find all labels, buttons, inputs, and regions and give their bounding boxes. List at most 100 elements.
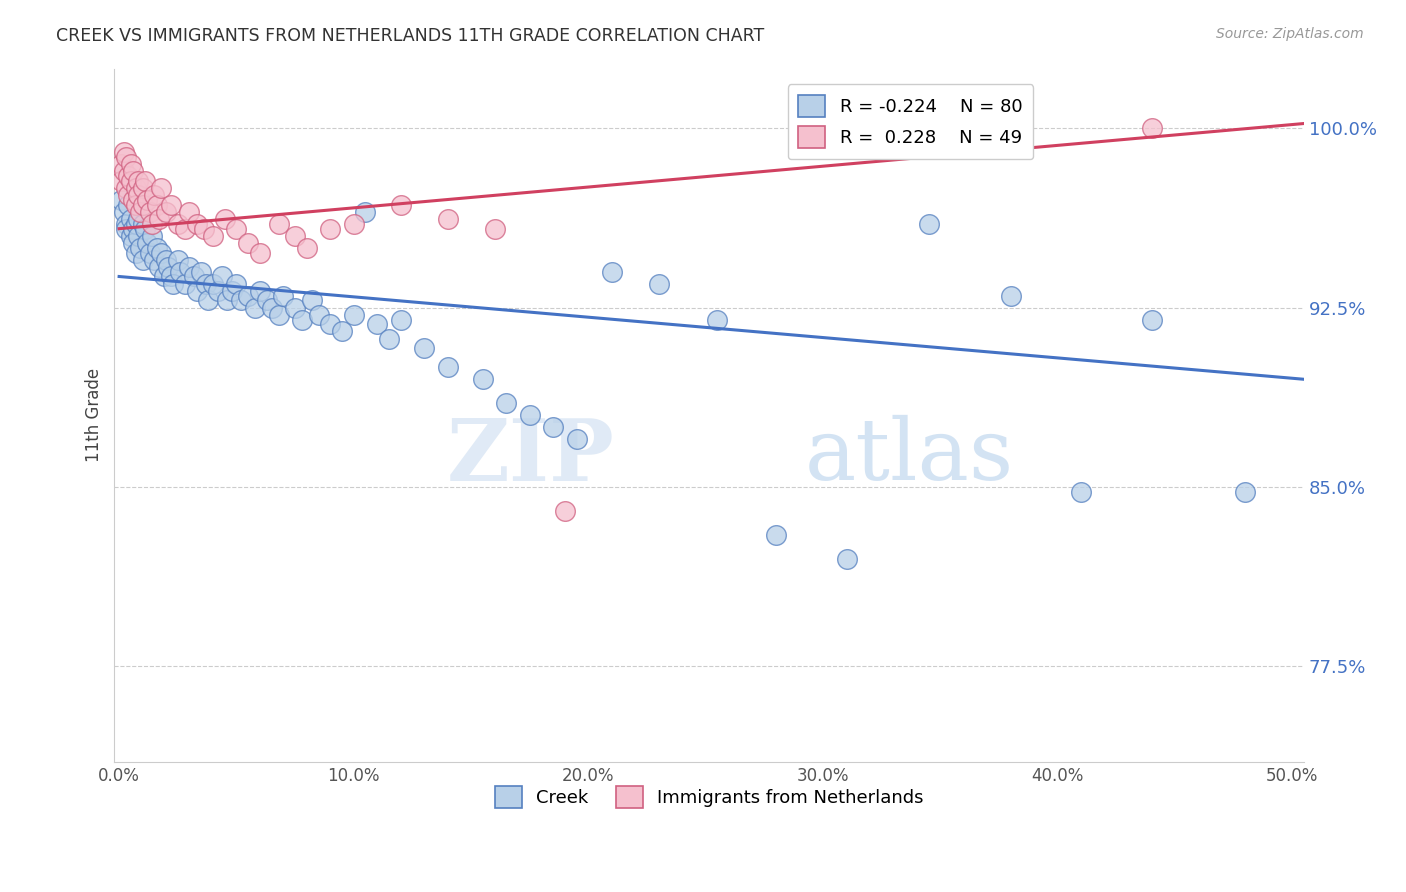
Point bbox=[143, 188, 166, 202]
Point bbox=[159, 269, 181, 284]
Point bbox=[186, 284, 208, 298]
Point bbox=[150, 245, 173, 260]
Point bbox=[1234, 484, 1257, 499]
Point bbox=[295, 241, 318, 255]
Point bbox=[190, 265, 212, 279]
Point bbox=[143, 252, 166, 267]
Point bbox=[835, 551, 858, 566]
Point bbox=[249, 284, 271, 298]
Point bbox=[124, 217, 146, 231]
Text: Source: ZipAtlas.com: Source: ZipAtlas.com bbox=[1216, 27, 1364, 41]
Point bbox=[138, 205, 160, 219]
Point bbox=[541, 420, 564, 434]
Point bbox=[129, 241, 152, 255]
Point bbox=[436, 360, 458, 375]
Point bbox=[148, 260, 170, 274]
Point bbox=[495, 396, 517, 410]
Point bbox=[173, 221, 195, 235]
Point bbox=[148, 212, 170, 227]
Point bbox=[127, 228, 149, 243]
Point bbox=[211, 269, 233, 284]
Point bbox=[193, 221, 215, 235]
Point bbox=[343, 308, 366, 322]
Point bbox=[179, 205, 201, 219]
Point bbox=[249, 245, 271, 260]
Point bbox=[150, 181, 173, 195]
Point bbox=[110, 174, 132, 188]
Point bbox=[152, 269, 174, 284]
Point bbox=[131, 252, 153, 267]
Point bbox=[112, 164, 135, 178]
Point bbox=[127, 212, 149, 227]
Point bbox=[484, 221, 506, 235]
Point bbox=[273, 288, 295, 302]
Point bbox=[260, 301, 283, 315]
Point bbox=[110, 193, 132, 207]
Point bbox=[256, 293, 278, 308]
Point bbox=[354, 205, 377, 219]
Point bbox=[117, 198, 139, 212]
Point bbox=[1000, 288, 1022, 302]
Point bbox=[225, 277, 247, 291]
Point bbox=[127, 174, 149, 188]
Point bbox=[122, 164, 145, 178]
Point bbox=[115, 221, 138, 235]
Point bbox=[166, 217, 188, 231]
Point bbox=[319, 318, 342, 332]
Point bbox=[138, 245, 160, 260]
Point bbox=[162, 277, 184, 291]
Point bbox=[413, 341, 436, 355]
Point bbox=[343, 217, 366, 231]
Point bbox=[565, 432, 588, 446]
Point bbox=[197, 293, 219, 308]
Point bbox=[186, 217, 208, 231]
Point bbox=[366, 318, 388, 332]
Point bbox=[129, 205, 152, 219]
Point bbox=[201, 228, 224, 243]
Point bbox=[120, 174, 142, 188]
Point bbox=[112, 205, 135, 219]
Point bbox=[600, 265, 623, 279]
Point bbox=[554, 504, 576, 518]
Point bbox=[179, 260, 201, 274]
Point bbox=[229, 293, 252, 308]
Point bbox=[378, 332, 401, 346]
Point bbox=[122, 193, 145, 207]
Point bbox=[131, 217, 153, 231]
Point bbox=[155, 205, 177, 219]
Point bbox=[112, 145, 135, 160]
Point bbox=[201, 277, 224, 291]
Point bbox=[155, 252, 177, 267]
Legend: Creek, Immigrants from Netherlands: Creek, Immigrants from Netherlands bbox=[488, 779, 931, 815]
Point bbox=[267, 308, 290, 322]
Point bbox=[120, 228, 142, 243]
Point bbox=[519, 408, 541, 422]
Text: ZIP: ZIP bbox=[446, 415, 614, 499]
Point bbox=[141, 228, 163, 243]
Y-axis label: 11th Grade: 11th Grade bbox=[86, 368, 103, 462]
Point bbox=[238, 235, 260, 250]
Point bbox=[115, 150, 138, 164]
Point bbox=[194, 277, 217, 291]
Point bbox=[1070, 484, 1092, 499]
Point bbox=[319, 221, 342, 235]
Point bbox=[389, 198, 412, 212]
Point bbox=[122, 221, 145, 235]
Point bbox=[183, 269, 205, 284]
Point bbox=[166, 252, 188, 267]
Text: atlas: atlas bbox=[804, 415, 1014, 499]
Point bbox=[136, 193, 159, 207]
Point bbox=[389, 312, 412, 326]
Point bbox=[134, 174, 156, 188]
Point bbox=[225, 221, 247, 235]
Point bbox=[159, 198, 181, 212]
Point bbox=[134, 221, 156, 235]
Point bbox=[124, 181, 146, 195]
Point bbox=[117, 169, 139, 183]
Point bbox=[120, 212, 142, 227]
Point bbox=[471, 372, 494, 386]
Point bbox=[145, 241, 167, 255]
Point bbox=[221, 284, 243, 298]
Point bbox=[122, 235, 145, 250]
Point bbox=[131, 181, 153, 195]
